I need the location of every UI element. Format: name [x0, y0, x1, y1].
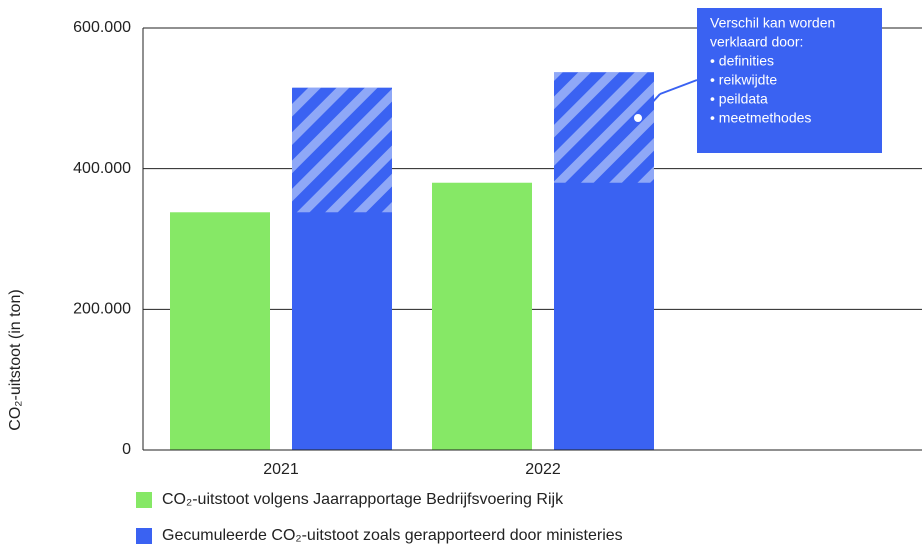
legend-swatch — [136, 492, 152, 508]
callout-line — [637, 93, 661, 119]
legend-label: Gecumuleerde CO₂-uitstoot zoals gerappor… — [162, 527, 623, 544]
annotation-box — [697, 8, 882, 153]
difference-hatch — [554, 72, 654, 183]
annotation-text: Verschil kan worden — [710, 15, 835, 31]
y-tick-label: 0 — [122, 441, 131, 458]
x-tick-label: 2022 — [525, 461, 561, 478]
annotation-text: • meetmethodes — [710, 110, 811, 126]
y-tick-label: 600.000 — [73, 19, 131, 36]
x-tick-label: 2021 — [263, 461, 299, 478]
annotation-text: verklaard door: — [710, 34, 803, 50]
annotation-text: • reikwijdte — [710, 72, 777, 88]
legend-swatch — [136, 528, 152, 544]
y-tick-label: 200.000 — [73, 301, 131, 318]
y-axis-label: CO₂-uitstoot (in ton) — [7, 289, 24, 430]
annotation-text: • peildata — [710, 91, 768, 107]
bar — [432, 182, 532, 450]
annotation-text: • definities — [710, 53, 774, 69]
callout-line — [659, 79, 698, 95]
bar — [170, 212, 270, 450]
y-tick-label: 400.000 — [73, 160, 131, 177]
callout-dot — [634, 114, 642, 122]
difference-hatch — [292, 87, 392, 213]
legend-label: CO₂-uitstoot volgens Jaarrapportage Bedr… — [162, 491, 564, 508]
